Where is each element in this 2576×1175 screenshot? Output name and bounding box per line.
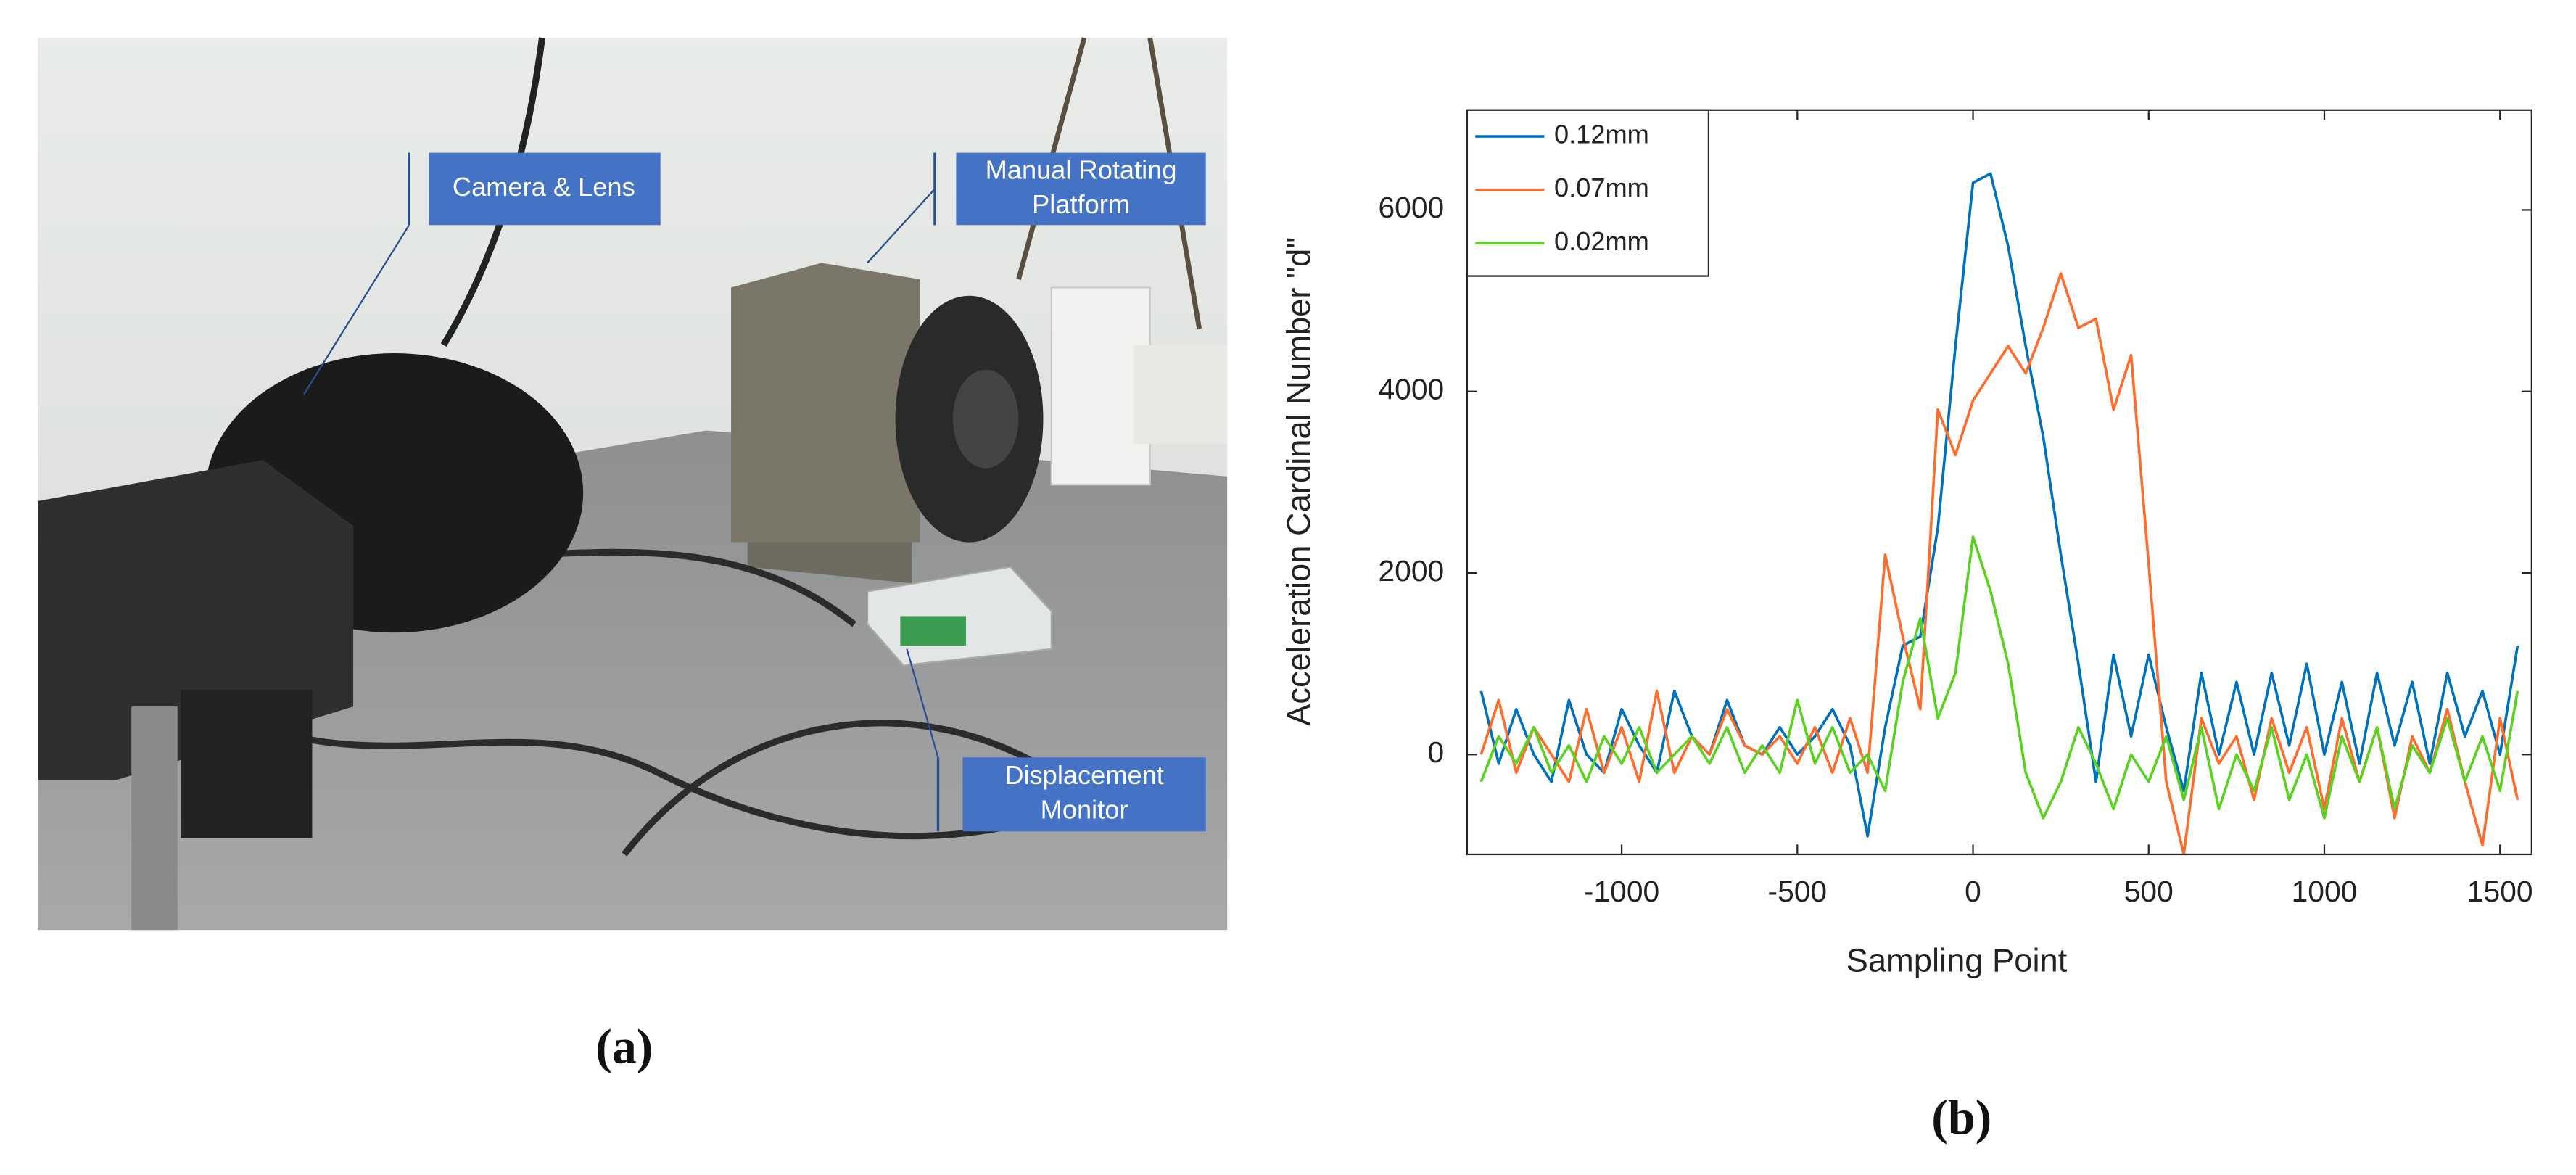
x-tick-label: 1000 bbox=[2292, 875, 2358, 908]
x-tick-label: -500 bbox=[1768, 875, 1828, 908]
callout-label: Camera & Lens bbox=[453, 172, 635, 202]
photo bbox=[38, 37, 1228, 931]
caption: (a) bbox=[595, 1018, 653, 1073]
x-tick-label: 1500 bbox=[2467, 875, 2533, 908]
callout-label: Manual Rotating bbox=[986, 154, 1177, 184]
series-line bbox=[1479, 272, 2519, 854]
y-tick-label: 4000 bbox=[1378, 372, 1444, 405]
callout-label: Displacement bbox=[1004, 760, 1164, 790]
y-tick-label: 6000 bbox=[1378, 191, 1444, 224]
x-axis-label: Sampling Point bbox=[1846, 941, 2068, 978]
caption: (b) bbox=[1931, 1089, 1991, 1145]
legend-label: 0.02mm bbox=[1554, 226, 1649, 256]
ticks: -1000 -500 0 500 1000 1500 0 2000 4000 6000 bbox=[1378, 110, 2533, 908]
x-tick-label: 500 bbox=[2124, 875, 2174, 908]
callout-label: Monitor bbox=[1041, 795, 1128, 825]
y-tick-label: 2000 bbox=[1378, 554, 1444, 588]
callout-label: Platform bbox=[1032, 189, 1130, 219]
legend: 0.12mm 0.07mm 0.02mm bbox=[1466, 109, 1710, 277]
legend-label: 0.07mm bbox=[1554, 173, 1649, 202]
lines bbox=[1479, 172, 2519, 854]
plot-frame bbox=[1466, 109, 2532, 856]
legend-box bbox=[1466, 109, 1710, 277]
photo-labels: Camera & Lens Manual Rotating Platform Disp… bbox=[453, 154, 1177, 824]
x-tick-label: -1000 bbox=[1584, 875, 1659, 908]
y-axis-label: Acceleration Cardinal Number "d" bbox=[1280, 237, 1317, 726]
legend-label: 0.12mm bbox=[1554, 120, 1649, 149]
x-tick-label: 0 bbox=[1965, 875, 1981, 908]
series-line bbox=[1479, 535, 2519, 820]
y-tick-label: 0 bbox=[1428, 735, 1445, 769]
